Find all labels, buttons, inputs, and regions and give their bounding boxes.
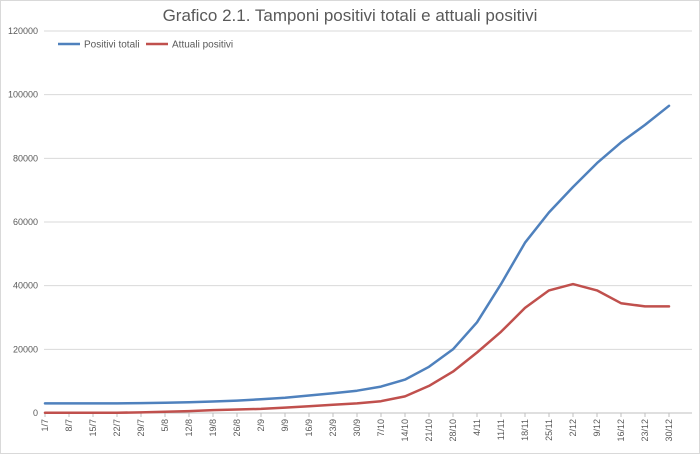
x-tick-label: 30/12 [664,419,674,442]
y-axis: 0 20000 40000 60000 80000 100000 120000 [8,26,38,418]
x-tick-label: 14/10 [400,419,410,442]
legend-label: Positivi totali [84,40,140,51]
y-tick-label: 60000 [13,217,38,227]
series-line-attuali-positivi [43,282,671,415]
x-tick-label: 28/10 [448,419,458,442]
x-tick-label: 22/7 [112,419,122,437]
x-tick-label: 30/9 [352,419,362,437]
x-tick-label: 29/7 [136,419,146,437]
x-tick-label: 23/12 [640,419,650,442]
x-tick-label: 12/8 [184,419,194,437]
y-tick-label: 0 [33,408,38,418]
x-tick-label: 26/8 [232,419,242,437]
legend-label: Attuali positivi [172,40,233,51]
x-tick-label: 16/9 [304,419,314,437]
x-axis: 1/7 8/7 15/7 22/7 29/7 5/8 12/8 19/8 26/8 2/9 9/9 1… [40,413,674,442]
legend: Positivi totali Attuali positivi [58,40,233,51]
x-tick-label: 11/11 [496,419,506,440]
x-tick-label: 18/11 [520,419,530,441]
y-tick-label: 40000 [13,281,38,291]
x-tick-label: 9/9 [280,419,290,432]
x-tick-label: 8/7 [64,419,74,432]
x-tick-label: 25/11 [544,419,554,441]
x-tick-label: 7/10 [376,419,386,437]
y-tick-label: 80000 [13,153,38,163]
x-tick-label: 9/12 [592,419,602,437]
x-tick-label: 2/12 [568,419,578,437]
x-tick-label: 4/11 [472,419,482,436]
y-tick-label: 20000 [13,344,38,354]
x-tick-label: 23/9 [328,419,338,437]
x-tick-label: 2/9 [256,419,266,432]
y-tick-label: 100000 [8,90,38,100]
series-line-positivi-totali [43,104,671,405]
gridlines [44,30,692,414]
x-tick-label: 19/8 [208,419,218,437]
x-tick-label: 16/12 [616,419,626,442]
x-tick-label: 21/10 [424,419,434,442]
x-tick-label: 5/8 [160,419,170,432]
series-lines [43,104,671,415]
chart-title: Grafico 2.1. Tamponi positivi totali e a… [162,6,538,25]
y-tick-label: 120000 [8,26,38,36]
x-tick-label: 15/7 [88,419,98,437]
x-tick-label: 1/7 [40,419,50,432]
